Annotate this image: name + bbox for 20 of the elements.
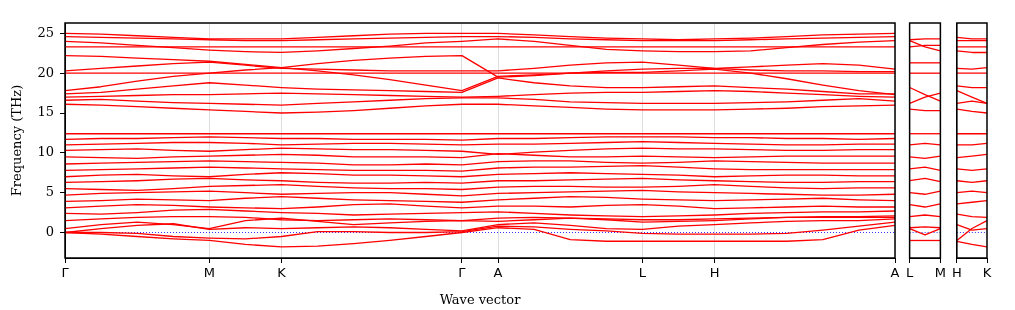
y-tick-label: 15 <box>37 104 54 120</box>
x-tick-label: K <box>277 265 287 281</box>
x-tick-label: H <box>952 265 962 281</box>
x-tick-label: L <box>906 265 914 281</box>
y-tick-label: 0 <box>45 223 54 239</box>
y-tick-label: 25 <box>37 24 54 40</box>
y-tick-label: 5 <box>45 184 54 200</box>
x-tick-label: Γ <box>458 265 467 281</box>
y-tick-label: 20 <box>37 64 54 80</box>
x-axis-title: Wave vector <box>439 291 522 307</box>
x-tick-label: A <box>890 265 900 281</box>
y-axis-title: Frequency (THz) <box>9 84 25 197</box>
x-tick-label: M <box>934 265 946 281</box>
y-tick-label: 10 <box>37 144 54 160</box>
x-tick-label: A <box>493 265 503 281</box>
x-tick-label: Γ <box>61 265 70 281</box>
x-tick-label: L <box>638 265 647 281</box>
x-tick-label: K <box>982 265 992 281</box>
x-tick-label: M <box>203 265 215 281</box>
x-tick-label: H <box>709 265 720 281</box>
